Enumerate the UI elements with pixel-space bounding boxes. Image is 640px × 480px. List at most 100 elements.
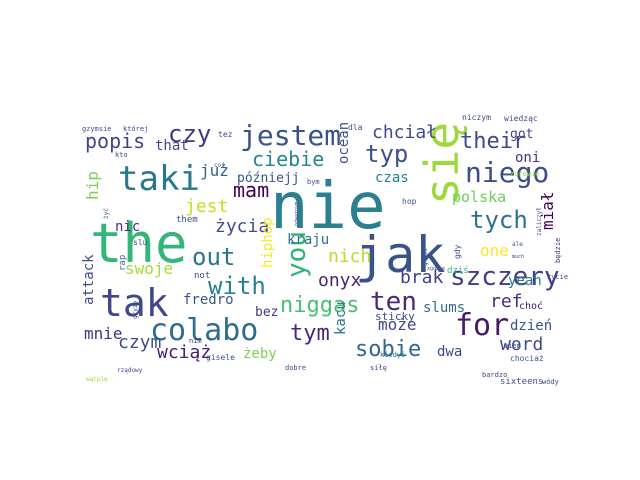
cloud-word: dla [348, 123, 363, 132]
cloud-word: brak [400, 267, 444, 288]
cloud-word: się [415, 122, 469, 205]
cloud-word: them [176, 215, 198, 225]
cloud-word: może [378, 315, 417, 334]
cloud-word: kiedyś [380, 351, 405, 359]
cloud-word: już [200, 161, 229, 180]
cloud-word: nic [115, 219, 140, 235]
cloud-word: much [512, 254, 524, 260]
cloud-word: not [194, 271, 210, 281]
cloud-word: chociaż [510, 354, 544, 363]
cloud-word: zdrowie [510, 170, 540, 178]
cloud-word: siłę [370, 364, 387, 372]
cloud-word: that [155, 138, 189, 154]
cloud-word: hiphop [260, 217, 276, 268]
cloud-word: nim [189, 337, 202, 345]
cloud-word: której [123, 125, 148, 133]
cloud-word: żyć [103, 208, 110, 219]
cloud-word: odważnym [294, 202, 300, 226]
cloud-word: onyx [318, 270, 362, 291]
cloud-word: wątpię [86, 376, 108, 383]
cloud-word: kacu [333, 301, 349, 335]
cloud-word: wciąż [157, 342, 211, 363]
cloud-word: the [90, 212, 188, 275]
cloud-word: czy [168, 120, 211, 148]
cloud-word: slums [423, 300, 465, 316]
cloud-word: grosz [422, 248, 429, 266]
cloud-word: gisele [206, 353, 235, 362]
cloud-word: chciał [372, 122, 437, 143]
cloud-word: rap [118, 255, 128, 271]
cloud-word: you [282, 231, 312, 278]
cloud-word: dziś [447, 265, 469, 276]
cloud-word: hop [402, 197, 417, 206]
cloud-word: czym [118, 332, 161, 353]
cloud-word: wódy [542, 378, 559, 386]
cloud-word: życie [547, 273, 568, 281]
cloud-word: ten [370, 287, 417, 317]
cloud-word: gdy [453, 244, 462, 259]
cloud-word: miał [538, 191, 557, 230]
cloud-word: typ [365, 140, 408, 168]
cloud-word: yeah [508, 273, 542, 289]
cloud-word: gzymsie [82, 125, 112, 133]
cloud-word: mam [233, 178, 269, 202]
cloud-word: nich [328, 246, 371, 267]
cloud-word: colabo [150, 313, 258, 348]
cloud-word: swoje [125, 259, 173, 278]
cloud-word: bardzo [482, 371, 507, 379]
cloud-word: życia [215, 216, 269, 237]
cloud-word: ocean [336, 122, 352, 164]
cloud-word: sobie [355, 337, 421, 362]
cloud-word: oni [515, 150, 540, 166]
cloud-word: sixteens [500, 377, 543, 387]
cloud-word: polska [452, 188, 506, 206]
cloud-word: dzień [510, 318, 552, 334]
cloud-word: mnie [84, 324, 123, 343]
cloud-word: późniejj [237, 171, 300, 186]
cloud-word: bez [255, 305, 278, 320]
cloud-word: ciebie [252, 147, 324, 171]
cloud-word: taki [118, 159, 200, 199]
cloud-word: attack [81, 254, 97, 305]
cloud-word: bym [307, 178, 320, 186]
cloud-word: tym [290, 321, 330, 346]
cloud-word: rządowy [117, 367, 143, 374]
cloud-word: będzie [554, 238, 562, 263]
cloud-word: dobre [285, 364, 306, 372]
cloud-word: wiedząc [504, 114, 538, 123]
cloud-word: kraju [287, 232, 329, 248]
cloud-word: choć [519, 300, 543, 312]
cloud-word: szczery [450, 262, 560, 292]
cloud-word: one [480, 241, 509, 260]
cloud-word: żeby [243, 346, 277, 362]
cloud-word: ref [490, 291, 523, 312]
cloud-word: fredro [183, 292, 234, 308]
cloud-word: sticky [375, 310, 415, 323]
cloud-word: popis [85, 129, 145, 153]
cloud-word: niczym [462, 113, 491, 122]
cloud-word: with [208, 272, 266, 300]
cloud-word: tych [470, 206, 528, 234]
cloud-word: slu [133, 238, 148, 247]
cloud-word: got [510, 127, 533, 142]
cloud-word: jak [355, 226, 445, 284]
cloud-word: hip [83, 171, 102, 200]
cloud-word: out [192, 243, 235, 271]
cloud-word: word [500, 334, 543, 355]
cloud-word: jestem [240, 119, 341, 152]
cloud-word: ale [512, 241, 523, 248]
cloud-word: nie [270, 170, 386, 244]
cloud-word: tak [100, 281, 169, 325]
cloud-word: jest [185, 196, 228, 217]
cloud-word: gryzę [132, 301, 139, 319]
cloud-word: kto [115, 151, 128, 159]
cloud-word: coś [214, 162, 225, 169]
cloud-word: dwa [437, 344, 462, 360]
cloud-word: niggas [280, 293, 359, 318]
cloud-word: czas [375, 170, 409, 186]
cloud-word: for [455, 308, 509, 343]
cloud-word: their [460, 129, 526, 154]
cloud-word: zgodzę [427, 266, 445, 272]
cloud-word: niego [465, 156, 549, 189]
